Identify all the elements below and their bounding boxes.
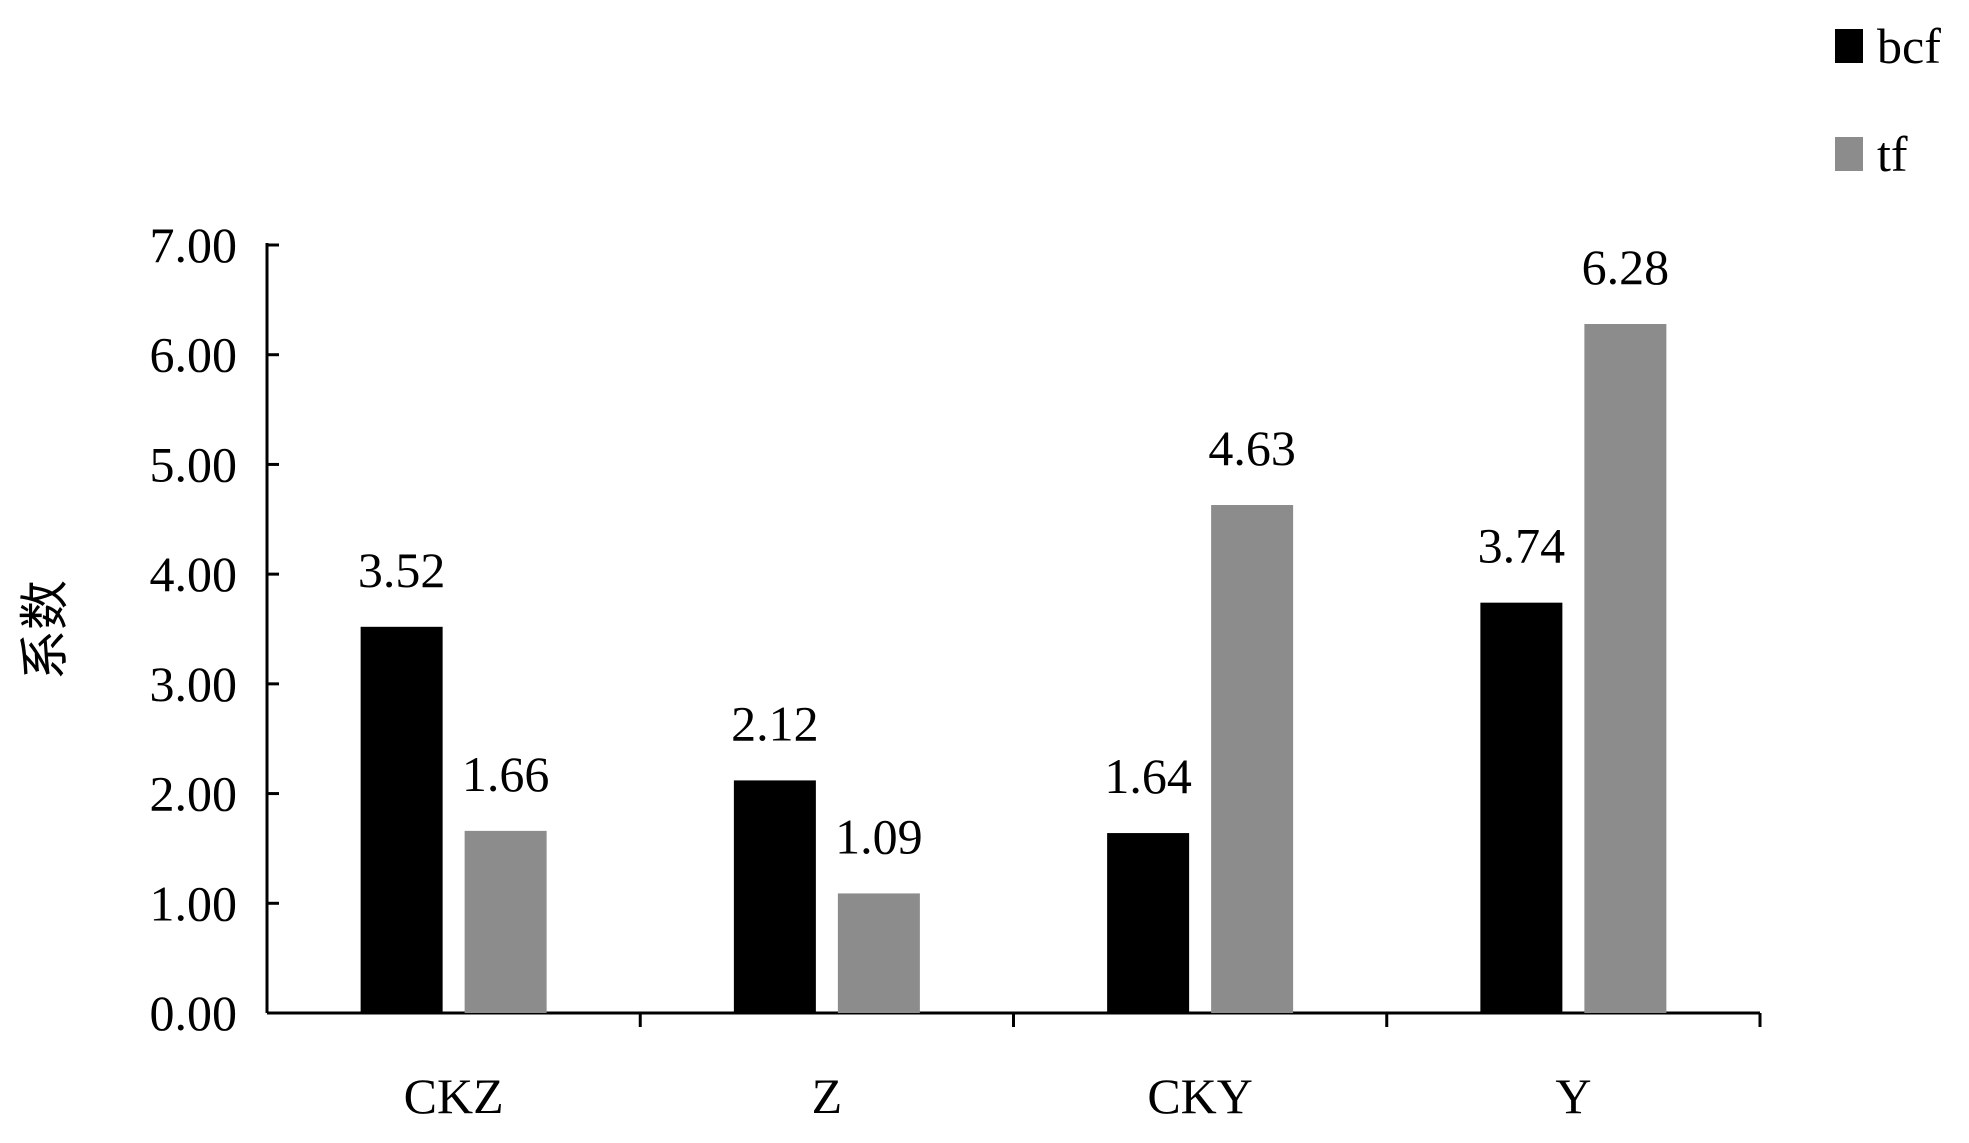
y-tick-label: 1.00 [150, 875, 238, 931]
y-tick-label: 2.00 [150, 766, 238, 822]
y-tick-label: 4.00 [150, 546, 238, 602]
bars [360, 323, 1667, 1014]
y-tick-label: 6.00 [150, 327, 238, 383]
y-axis-title-group: 系数 [17, 580, 73, 680]
legend-label-tf: tf [1877, 126, 1908, 182]
x-tick-label: CKZ [404, 1068, 504, 1124]
data-label-tf-Z: 1.09 [835, 808, 923, 864]
y-tick-label: 7.00 [150, 217, 238, 273]
data-label-tf-CKZ: 1.66 [462, 746, 550, 802]
bar-tf-CKY [1211, 505, 1294, 1013]
data-label-bcf-CKZ: 3.52 [358, 542, 446, 598]
x-tick-label: Z [812, 1068, 843, 1124]
legend-label-bcf: bcf [1877, 18, 1941, 74]
y-tick-label: 5.00 [150, 436, 238, 492]
bar-bcf-CKZ [360, 626, 443, 1013]
bar-tf-Z [837, 893, 920, 1013]
legend-swatch-bcf [1835, 29, 1863, 63]
y-axis-title: 系数 [17, 580, 73, 680]
value-labels: 3.52 1.66 2.12 1.09 1.64 4.63 3.74 6.28 [358, 239, 1669, 864]
x-tick-label: CKY [1147, 1068, 1253, 1124]
bar-bcf-CKY [1107, 833, 1190, 1013]
x-axis-ticks [638, 1013, 1762, 1027]
data-label-tf-Y: 6.28 [1582, 239, 1670, 295]
data-label-bcf-Y: 3.74 [1478, 518, 1566, 574]
data-label-tf-CKY: 4.63 [1208, 420, 1296, 476]
bar-bcf-Y [1480, 602, 1563, 1013]
bar-tf-CKZ [464, 830, 547, 1013]
category-labels: CKZ Z CKY Y [404, 1068, 1592, 1124]
legend: bcf tf [1835, 18, 1941, 182]
x-tick-label: Y [1555, 1068, 1591, 1124]
y-tick-label: 3.00 [150, 656, 238, 712]
data-label-bcf-Z: 2.12 [731, 695, 819, 751]
data-label-bcf-CKY: 1.64 [1104, 748, 1192, 804]
y-axis-ticks: 0.00 1.00 2.00 3.00 4.00 5.00 6.00 7.00 [150, 217, 279, 1041]
bar-tf-Y [1584, 323, 1667, 1014]
bar-bcf-Z [733, 780, 816, 1013]
y-tick-label: 0.00 [150, 985, 238, 1041]
legend-swatch-tf [1835, 137, 1863, 171]
